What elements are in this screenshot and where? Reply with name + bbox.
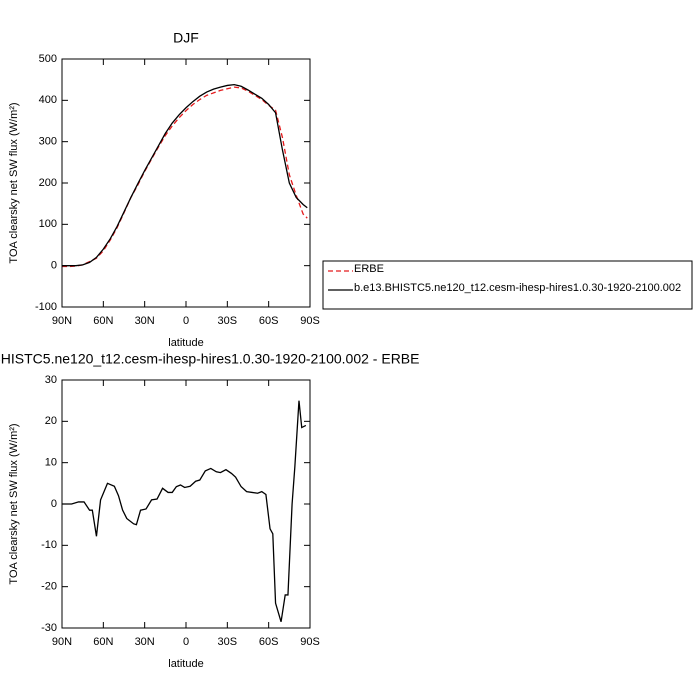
y-tick-label: -10 — [41, 539, 57, 551]
legend-label: ERBE — [354, 263, 384, 275]
y-tick-label: 100 — [39, 218, 57, 230]
x-tick-label: 30S — [218, 636, 238, 648]
x-axis-label: latitude — [168, 337, 203, 349]
data-line — [62, 86, 308, 268]
y-axis-label: TOA clearsky net SW flux (W/m²) — [8, 423, 20, 584]
y-tick-label: 200 — [39, 177, 57, 189]
y-tick-label: 500 — [39, 53, 57, 65]
x-tick-label: 90N — [52, 315, 72, 327]
x-tick-label: 60N — [93, 636, 113, 648]
x-tick-label: 60N — [93, 315, 113, 327]
y-axis-label: TOA clearsky net SW flux (W/m²) — [8, 102, 20, 263]
x-tick-label: 90S — [300, 315, 320, 327]
data-line — [62, 400, 307, 622]
y-tick-label: 20 — [45, 415, 57, 427]
y-tick-label: -30 — [41, 622, 57, 634]
y-tick-label: 10 — [45, 457, 57, 469]
y-tick-label: -20 — [41, 581, 57, 593]
y-tick-label: 0 — [51, 260, 57, 272]
x-tick-label: 0 — [183, 315, 189, 327]
legend-label: b.e13.BHISTC5.ne120_t12.cesm-ihesp-hires… — [354, 282, 681, 294]
y-tick-label: -100 — [35, 301, 57, 313]
data-line — [62, 83, 308, 267]
x-tick-label: 30N — [135, 315, 155, 327]
x-tick-label: 60S — [259, 636, 279, 648]
legend-box — [322, 260, 693, 310]
y-tick-label: 300 — [39, 136, 57, 148]
plot-frame — [61, 58, 311, 308]
x-tick-label: 90N — [52, 636, 72, 648]
x-tick-label: 90S — [300, 636, 320, 648]
chart-title: DJF — [173, 30, 199, 46]
y-tick-label: 400 — [39, 94, 57, 106]
x-tick-label: 30N — [135, 636, 155, 648]
y-tick-label: 0 — [51, 498, 57, 510]
chart-title: b.e13.BHISTC5.ne120_t12.cesm-ihesp-hires… — [0, 351, 419, 367]
x-axis-label: latitude — [168, 658, 203, 670]
x-tick-label: 0 — [183, 636, 189, 648]
x-tick-label: 60S — [259, 315, 279, 327]
y-tick-label: 30 — [45, 374, 57, 386]
x-tick-label: 30S — [218, 315, 238, 327]
plot-frame — [61, 379, 311, 629]
